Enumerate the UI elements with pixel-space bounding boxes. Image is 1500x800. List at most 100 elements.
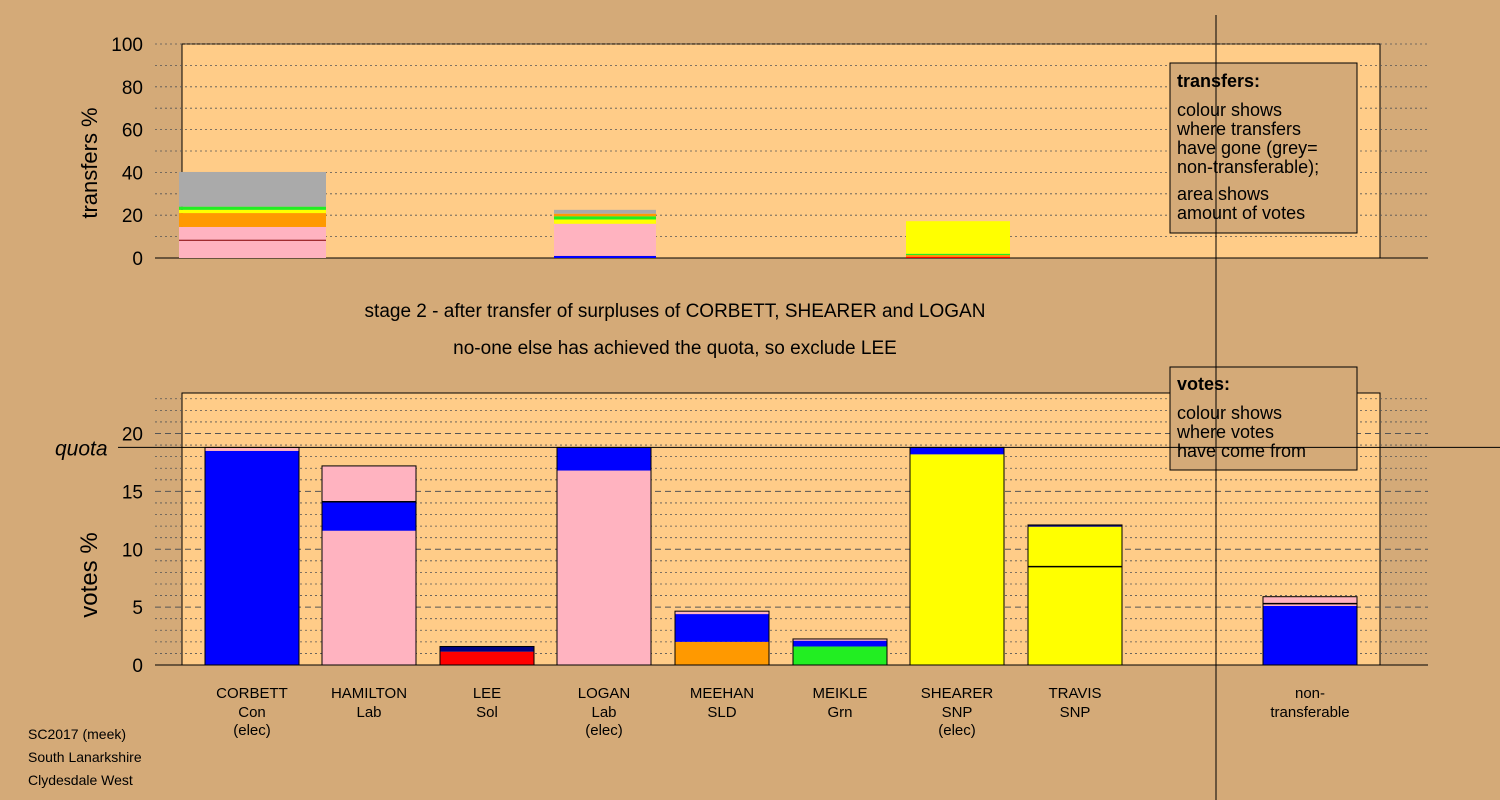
transfers-segment [179,226,326,258]
candidate-party: Sol [476,704,498,721]
stage-action: no-one else has achieved the quota, so e… [453,338,897,359]
transfers-y-tick: 40 [122,163,143,184]
transfers-legend-line: have gone (grey= [1177,138,1318,158]
footer-ward: Clydesdale West [28,772,133,788]
transfers-segment [906,221,1010,254]
votes-bar-logan [556,446,652,666]
votes-y-tick: 5 [132,598,143,619]
votes-legend: votes: colour shows where votes have com… [1169,366,1358,471]
candidate-party: SNP [942,704,973,721]
votes-segment [675,611,769,615]
transfers-legend-line: non-transferable); [1177,157,1319,177]
votes-segment [1028,526,1122,665]
transfers-segment [906,255,1010,257]
transfers-legend: transfers: colour shows where transfers … [1169,62,1358,234]
votes-legend-box [1169,366,1358,471]
votes-bar-lee [439,645,535,666]
votes-bar-outline [792,638,888,666]
transfers-segment [554,209,656,214]
votes-y-tick: 20 [122,425,143,446]
votes-segment [322,465,416,502]
votes-bar-outline [1027,524,1123,666]
transfers-legend-line: amount of votes [1177,203,1305,223]
votes-y-label: votes % [76,532,103,617]
transfers-segment [554,223,656,256]
votes-segment [1263,603,1357,606]
transfers-y-tick: 100 [111,35,143,56]
transfers-bar-logan [554,209,656,258]
transfers-segment [554,219,656,224]
quota-marker: quota [55,437,1500,460]
transfers-bar-corbett [179,171,326,258]
votes-segment [1263,605,1357,665]
transfers-legend-line: area shows [1177,184,1269,204]
candidate-party: SLD [707,704,736,721]
votes-segment [793,640,887,647]
votes-segment [557,447,651,471]
transfers-legend-line: where transfers [1176,119,1301,139]
votes-bar-meehan [674,610,770,666]
footer-council: South Lanarkshire [28,749,142,765]
votes-y-tick: 10 [122,540,143,561]
votes-bar-outline [1262,596,1358,666]
quota-label: quota [55,437,108,460]
transfers-segment [554,255,656,258]
votes-y-tick: 0 [132,656,143,677]
candidate-party: Grn [827,704,852,721]
votes-segment [675,614,769,642]
candidate-name: SHEARER [921,685,994,702]
votes-segment [793,646,887,665]
transfers-y-tick: 80 [122,78,143,99]
transfers-segment [179,209,326,214]
votes-bar-outline [321,465,417,666]
votes-legend-line: have come from [1177,441,1306,461]
transfers-segment [906,256,1010,258]
votes-legend-line: colour shows [1177,403,1282,423]
candidate-name: MEEHAN [690,685,754,702]
transfers-segment [906,253,1010,256]
votes-segment [793,638,887,641]
candidate-name: HAMILTON [331,685,407,702]
stage-description: stage 2 - after transfer of surpluses of… [365,301,986,322]
transfers-y-tick: 20 [122,206,143,227]
footer-method: SC2017 (meek) [28,726,126,742]
votes-segment [1263,596,1357,604]
votes-bar-hamilton [321,465,417,666]
votes-bar-corbett [204,446,300,666]
transfers-segment [179,206,326,210]
votes-bar-shearer [909,446,1005,666]
candidate-name: TRAVIS [1048,685,1101,702]
votes-y-tick: 15 [122,482,143,503]
transfers-legend-line: colour shows [1177,100,1282,120]
candidate-name: LEE [473,685,501,702]
candidate-party: Con [238,704,266,721]
votes-legend-title: votes: [1177,374,1230,394]
candidate-status: (elec) [233,722,271,739]
votes-segment [322,530,416,665]
candidate-status: (elec) [585,722,623,739]
candidate-name: CORBETT [216,685,288,702]
votes-bar-meikle [792,638,888,666]
transfers-bar-shearer [906,221,1010,258]
transfers-segment [179,213,326,227]
transfers-segment [554,216,656,220]
nontransferable-label: transferable [1270,704,1349,721]
candidate-party: Lab [356,704,381,721]
transfers-segment [179,171,326,207]
nontransferable-label: non- [1295,685,1325,702]
transfers-y-tick: 60 [122,121,143,142]
transfers-y-tick: 0 [132,249,143,270]
transfers-segment [554,213,656,217]
votes-legend-line: where votes [1176,422,1274,442]
votes-bar-travis [1027,524,1123,666]
votes-segment [910,454,1004,665]
votes-segment [557,470,651,665]
votes-bar-nontransferable [1262,596,1358,666]
votes-segment [205,447,299,451]
candidate-status: (elec) [938,722,976,739]
candidate-name: MEIKLE [812,685,867,702]
votes-segment [322,501,416,531]
candidate-party: Lab [591,704,616,721]
